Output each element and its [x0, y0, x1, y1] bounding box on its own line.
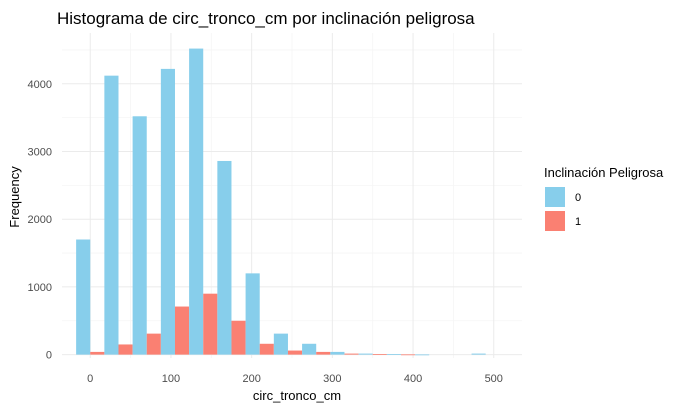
y-tick-label-3: 3000	[28, 146, 52, 158]
bar-series-1-bin-0	[90, 351, 105, 355]
legend-label-0: 0	[575, 192, 581, 204]
bar-series-1-bin-3	[174, 306, 190, 355]
bar-series-0-bin-11	[386, 354, 401, 355]
y-tick-label-0: 0	[46, 350, 52, 362]
y-tick-label-1: 1000	[28, 282, 52, 294]
legend-key-1	[545, 211, 565, 231]
bar-series-1-bin-5	[231, 320, 246, 355]
x-tick-label-2: 200	[242, 373, 260, 385]
x-tick-label-5: 500	[485, 373, 503, 385]
legend-label-1: 1	[575, 216, 581, 228]
bar-series-0-bin-10	[358, 353, 373, 355]
legend-title: Inclinación Peligrosa	[544, 165, 664, 180]
bar-series-0-bin-5	[217, 160, 232, 355]
x-axis-title: circ_tronco_cm	[253, 388, 341, 403]
bar-series-0-bin-9	[330, 351, 345, 355]
bar-series-0-bin-8	[302, 343, 317, 355]
x-tick-label-0: 0	[87, 373, 93, 385]
bar-series-1-bin-2	[146, 333, 161, 355]
y-axis-ticks: 0 1000 2000 3000 4000	[28, 79, 52, 362]
bar-series-0-bin-3	[160, 68, 175, 355]
x-axis-ticks: 0 100 200 300 400 500	[87, 373, 503, 385]
y-tick-label-4: 4000	[28, 79, 52, 91]
bar-series-1-bin-11	[400, 354, 416, 356]
bar-series-0-bin-14	[471, 353, 486, 355]
y-tick-label-2: 2000	[28, 214, 52, 226]
bar-series-0-bin-1	[104, 75, 119, 355]
x-tick-label-4: 400	[404, 373, 422, 385]
bar-series-0-bin-2	[132, 116, 147, 355]
bar-series-0-bin-4	[189, 48, 204, 355]
bar-series-0-bin-7	[273, 333, 288, 355]
x-tick-label-3: 300	[323, 373, 341, 385]
bar-series-1-bin-7	[287, 350, 303, 355]
grid-lines	[62, 33, 522, 358]
bar-series-0-bin-6	[245, 273, 260, 355]
bar-series-1-bin-8	[316, 351, 331, 355]
legend: Inclinación Peligrosa 0 1	[544, 165, 664, 231]
bar-series-1-bin-10	[372, 354, 387, 355]
chart-title: Histograma de circ_tronco_cm por inclina…	[57, 9, 475, 28]
bar-series-0-bin-0	[76, 239, 91, 355]
legend-key-0	[545, 187, 565, 207]
x-tick-label-1: 100	[162, 373, 180, 385]
y-axis-title: Frequency	[7, 166, 22, 228]
bar-series-1-bin-4	[203, 293, 218, 355]
bar-series-1-bin-6	[259, 343, 274, 355]
bar-series-1-bin-9	[344, 353, 359, 355]
bar-series-0-bin-12	[415, 354, 430, 356]
bars	[76, 48, 486, 356]
bar-series-1-bin-1	[118, 344, 133, 355]
